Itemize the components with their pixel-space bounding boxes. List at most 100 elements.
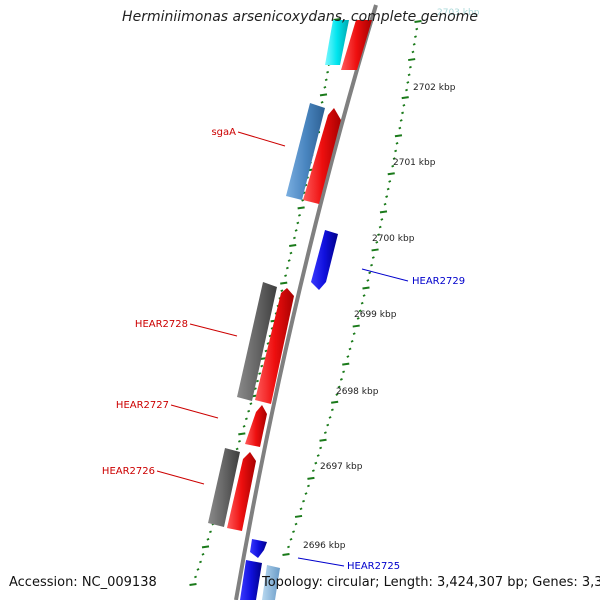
minor-tick xyxy=(266,342,270,345)
label-leader-lines xyxy=(156,131,409,567)
minor-tick xyxy=(383,202,387,206)
gene-labels: sgaA HEAR2729 HEAR2728 HEAR2727 HEAR2726… xyxy=(102,127,465,572)
scale-label: 2696 kbp xyxy=(303,541,346,551)
minor-tick xyxy=(320,101,324,104)
minor-tick xyxy=(311,469,315,473)
minor-tick xyxy=(238,440,241,443)
minor-tick xyxy=(302,499,305,503)
minor-tick xyxy=(386,187,390,191)
minor-tick xyxy=(398,126,402,130)
minor-tick xyxy=(395,142,399,145)
minor-tick xyxy=(323,85,327,89)
minor-tick xyxy=(299,507,303,511)
minor-tick xyxy=(296,221,300,225)
gene-label-hear2726: HEAR2726 xyxy=(102,466,155,477)
minor-tick xyxy=(362,294,366,297)
major-tick xyxy=(201,545,210,549)
gene-sgaA-steelblue xyxy=(286,103,325,200)
gene-cyan-top xyxy=(325,20,349,65)
minor-tick xyxy=(352,332,356,336)
minor-tick xyxy=(298,214,301,217)
minor-tick xyxy=(378,225,382,229)
minor-tick xyxy=(348,347,352,351)
major-tick xyxy=(333,18,341,21)
major-tick xyxy=(401,96,409,100)
minor-tick xyxy=(209,530,212,534)
minor-tick xyxy=(294,522,298,526)
scale-label: 2701 kbp xyxy=(393,158,436,168)
minor-tick xyxy=(294,229,298,232)
major-tick xyxy=(238,432,246,436)
minor-tick xyxy=(285,266,289,270)
minor-tick xyxy=(366,279,370,282)
major-tick xyxy=(352,324,360,328)
minor-tick xyxy=(287,545,290,549)
minor-tick xyxy=(328,416,332,419)
minor-tick xyxy=(330,408,334,412)
minor-tick xyxy=(350,339,354,343)
minor-tick xyxy=(260,364,264,368)
minor-tick xyxy=(371,256,375,259)
minor-tick xyxy=(346,355,350,358)
scale-label: 2702 kbp xyxy=(413,83,456,93)
scale-label: 2698 kbp xyxy=(336,387,379,397)
major-tick xyxy=(414,20,422,23)
minor-tick xyxy=(264,349,268,353)
minor-tick xyxy=(391,164,395,168)
minor-tick xyxy=(407,73,411,77)
minor-tick xyxy=(412,43,416,46)
gene-hear2725-blue-small xyxy=(250,539,267,558)
scale-label: 2697 kbp xyxy=(320,462,363,472)
minor-tick xyxy=(199,560,202,564)
genome-backbone xyxy=(234,4,378,600)
major-tick xyxy=(280,281,288,285)
gene-hear2726-gray xyxy=(208,448,240,527)
minor-tick xyxy=(247,409,251,413)
minor-tick xyxy=(356,317,360,320)
gene-red-top xyxy=(341,20,372,70)
gene-hear2727-red xyxy=(245,405,267,447)
gene-hear2728-gray xyxy=(237,282,277,401)
minor-tick xyxy=(287,259,291,262)
minor-tick xyxy=(235,447,239,451)
minor-tick xyxy=(358,309,362,313)
major-tick xyxy=(289,244,297,247)
gene-label-sgaA: sgaA xyxy=(211,127,236,138)
minor-tick xyxy=(402,103,406,107)
minor-tick xyxy=(399,119,403,122)
gene-label-hear2727: HEAR2727 xyxy=(116,400,169,411)
accession-text: Accession: NC_009138 xyxy=(9,575,157,590)
minor-tick xyxy=(196,568,200,571)
major-tick xyxy=(331,400,339,404)
major-tick xyxy=(189,583,197,586)
minor-tick xyxy=(314,461,318,465)
minor-tick xyxy=(370,263,374,267)
minor-tick xyxy=(323,431,327,434)
minor-tick xyxy=(406,81,410,84)
major-tick xyxy=(319,438,327,442)
minor-tick xyxy=(319,446,323,450)
minor-tick xyxy=(244,417,248,421)
gene-sgaA-red xyxy=(303,108,341,204)
scale-labels: 2703 kbp 2702 kbp 2701 kbp 2700 kbp 2699… xyxy=(303,8,480,551)
minor-tick xyxy=(258,372,262,375)
gene-hear2729-blue xyxy=(311,230,338,290)
major-tick xyxy=(371,248,379,252)
minor-tick xyxy=(405,88,409,92)
minor-tick xyxy=(380,218,384,221)
minor-tick xyxy=(256,379,259,383)
minor-tick xyxy=(201,553,205,556)
right-tick-track xyxy=(282,20,422,556)
minor-tick xyxy=(324,78,328,82)
minor-tick xyxy=(326,423,330,427)
scale-label: 2700 kbp xyxy=(372,234,415,244)
minor-tick xyxy=(342,370,346,374)
minor-tick xyxy=(401,111,405,115)
major-tick xyxy=(342,362,350,366)
minor-tick xyxy=(326,70,330,74)
minor-tick xyxy=(414,35,417,39)
major-tick xyxy=(387,172,395,176)
minor-tick xyxy=(242,424,246,428)
minor-tick xyxy=(337,385,341,389)
